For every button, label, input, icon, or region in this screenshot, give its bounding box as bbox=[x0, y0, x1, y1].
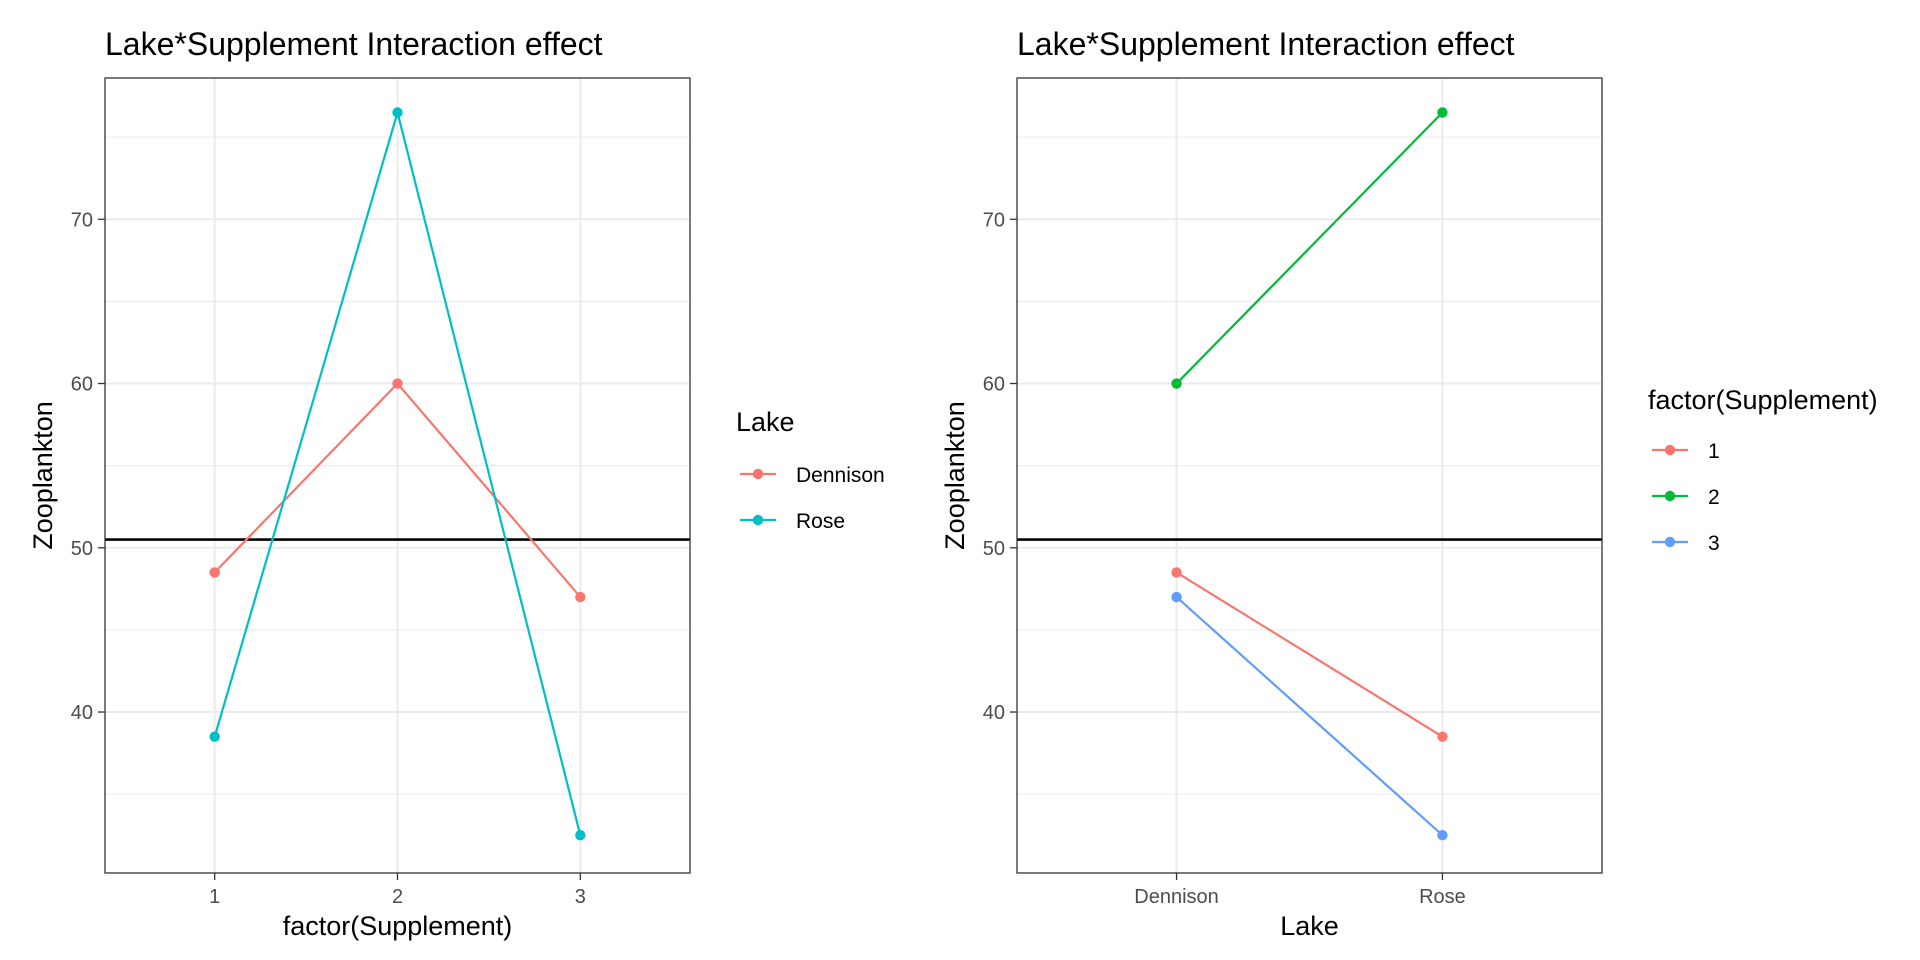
x-axis-title: Lake bbox=[1280, 911, 1339, 941]
series-line bbox=[1175, 111, 1444, 385]
plot-background bbox=[1017, 78, 1602, 873]
legend: factor(Supplement) 1 2 3 bbox=[1648, 385, 1878, 555]
legend-item: 2 bbox=[1652, 486, 1720, 509]
legend-key-point bbox=[752, 514, 764, 526]
data-point bbox=[1171, 378, 1182, 389]
legend-item: 3 bbox=[1652, 532, 1720, 555]
y-axis-title: Zooplankton bbox=[28, 401, 58, 550]
x-axis-title: factor(Supplement) bbox=[283, 911, 513, 941]
legend-title: Lake bbox=[736, 407, 795, 437]
data-point bbox=[1171, 567, 1182, 578]
legend-item: Rose bbox=[740, 510, 845, 533]
legend-key-point bbox=[1664, 444, 1676, 456]
data-point bbox=[209, 731, 220, 742]
legend-label: 1 bbox=[1708, 440, 1720, 463]
x-tick-label: 2 bbox=[392, 886, 403, 908]
legend-item: 1 bbox=[1652, 440, 1720, 463]
legend-title: factor(Supplement) bbox=[1648, 385, 1878, 415]
chart-title: Lake*Supplement Interaction effect bbox=[1017, 26, 1515, 62]
legend-label: Dennison bbox=[796, 464, 885, 487]
y-tick-label: 50 bbox=[983, 538, 1005, 560]
legend-key-point bbox=[752, 468, 764, 480]
series-3 bbox=[1171, 591, 1448, 841]
data-point bbox=[1171, 591, 1182, 603]
series-1 bbox=[1171, 567, 1448, 742]
x-tick-label: 1 bbox=[209, 886, 220, 908]
data-point bbox=[1437, 830, 1448, 841]
y-tick-label: 50 bbox=[71, 538, 93, 560]
grid-lines bbox=[1017, 78, 1602, 873]
data-point bbox=[209, 567, 220, 578]
series-line bbox=[1175, 596, 1444, 837]
data-point bbox=[392, 107, 403, 118]
y-tick-label: 70 bbox=[71, 209, 93, 231]
chart-title: Lake*Supplement Interaction effect bbox=[105, 26, 603, 62]
y-tick-label: 70 bbox=[983, 209, 1005, 231]
data-point bbox=[392, 378, 403, 389]
x-tick-label: Rose bbox=[1419, 886, 1466, 908]
x-tick-label: 3 bbox=[575, 886, 586, 908]
y-tick-label: 60 bbox=[71, 374, 93, 396]
y-tick-label: 40 bbox=[983, 702, 1005, 724]
legend-label: Rose bbox=[796, 510, 845, 533]
chart-panel-2: Lake*Supplement Interaction effect 40 50 60… bbox=[940, 26, 1878, 941]
legend: Lake Dennison Rose bbox=[736, 407, 885, 533]
data-point bbox=[575, 830, 586, 841]
series-dennison bbox=[209, 378, 586, 603]
data-point bbox=[575, 591, 586, 603]
legend-item: Dennison bbox=[740, 464, 885, 487]
series-2 bbox=[1171, 107, 1448, 389]
data-point bbox=[1437, 731, 1448, 742]
series-line bbox=[1175, 571, 1444, 738]
x-tick-label: Dennison bbox=[1134, 886, 1219, 908]
legend-label: 3 bbox=[1708, 532, 1720, 555]
y-axis-title: Zooplankton bbox=[940, 401, 970, 550]
panel-border bbox=[1016, 77, 1603, 874]
y-tick-label: 40 bbox=[71, 702, 93, 724]
legend-label: 2 bbox=[1708, 486, 1720, 509]
series-rose bbox=[209, 107, 586, 841]
chart-panel-1: Lake*Supplement Interaction effect 40 50 60… bbox=[28, 26, 885, 941]
legend-key-point bbox=[1664, 490, 1676, 502]
legend-key-point bbox=[1664, 536, 1676, 548]
y-tick-label: 60 bbox=[983, 374, 1005, 396]
data-point bbox=[1437, 107, 1448, 118]
